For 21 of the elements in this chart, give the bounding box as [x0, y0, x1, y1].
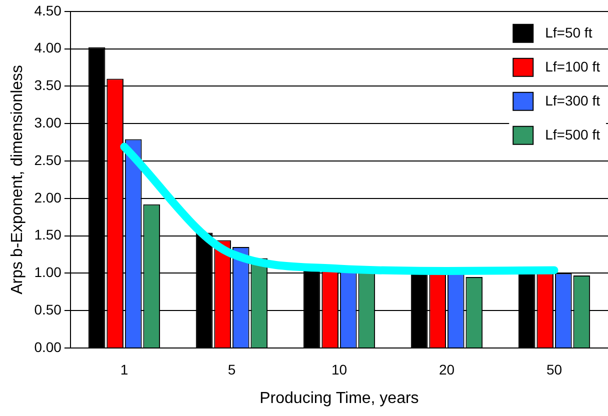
legend-label: Lf=300 ft	[545, 92, 600, 108]
x-axis-title: Producing Time, years	[260, 390, 419, 407]
x-tick-label: 50	[546, 361, 562, 378]
legend-label: Lf=100 ft	[545, 58, 600, 74]
y-tick-label: 0.50	[34, 301, 62, 318]
y-tick-label: 3.50	[34, 77, 62, 94]
y-tick-label: 1.50	[34, 226, 62, 243]
x-tick-label: 5	[228, 361, 236, 378]
x-tick-label: 10	[331, 361, 348, 378]
y-tick-label: 2.00	[34, 189, 62, 206]
y-tick-label: 0.00	[34, 338, 62, 355]
x-tick-label: 1	[120, 361, 128, 378]
x-tick-label: 20	[438, 361, 455, 378]
y-tick-label: 4.50	[34, 2, 62, 18]
y-tick-label: 2.50	[34, 152, 62, 168]
y-axis-title: Arps b-Exponent, dimensionless	[9, 64, 26, 294]
y-tick-label: 3.00	[34, 114, 62, 130]
legend-label: Lf=50 ft	[545, 24, 592, 40]
y-tick-label: 4.00	[34, 40, 62, 56]
legend-label: Lf=500 ft	[545, 126, 600, 142]
y-tick-label: 1.00	[34, 264, 62, 280]
